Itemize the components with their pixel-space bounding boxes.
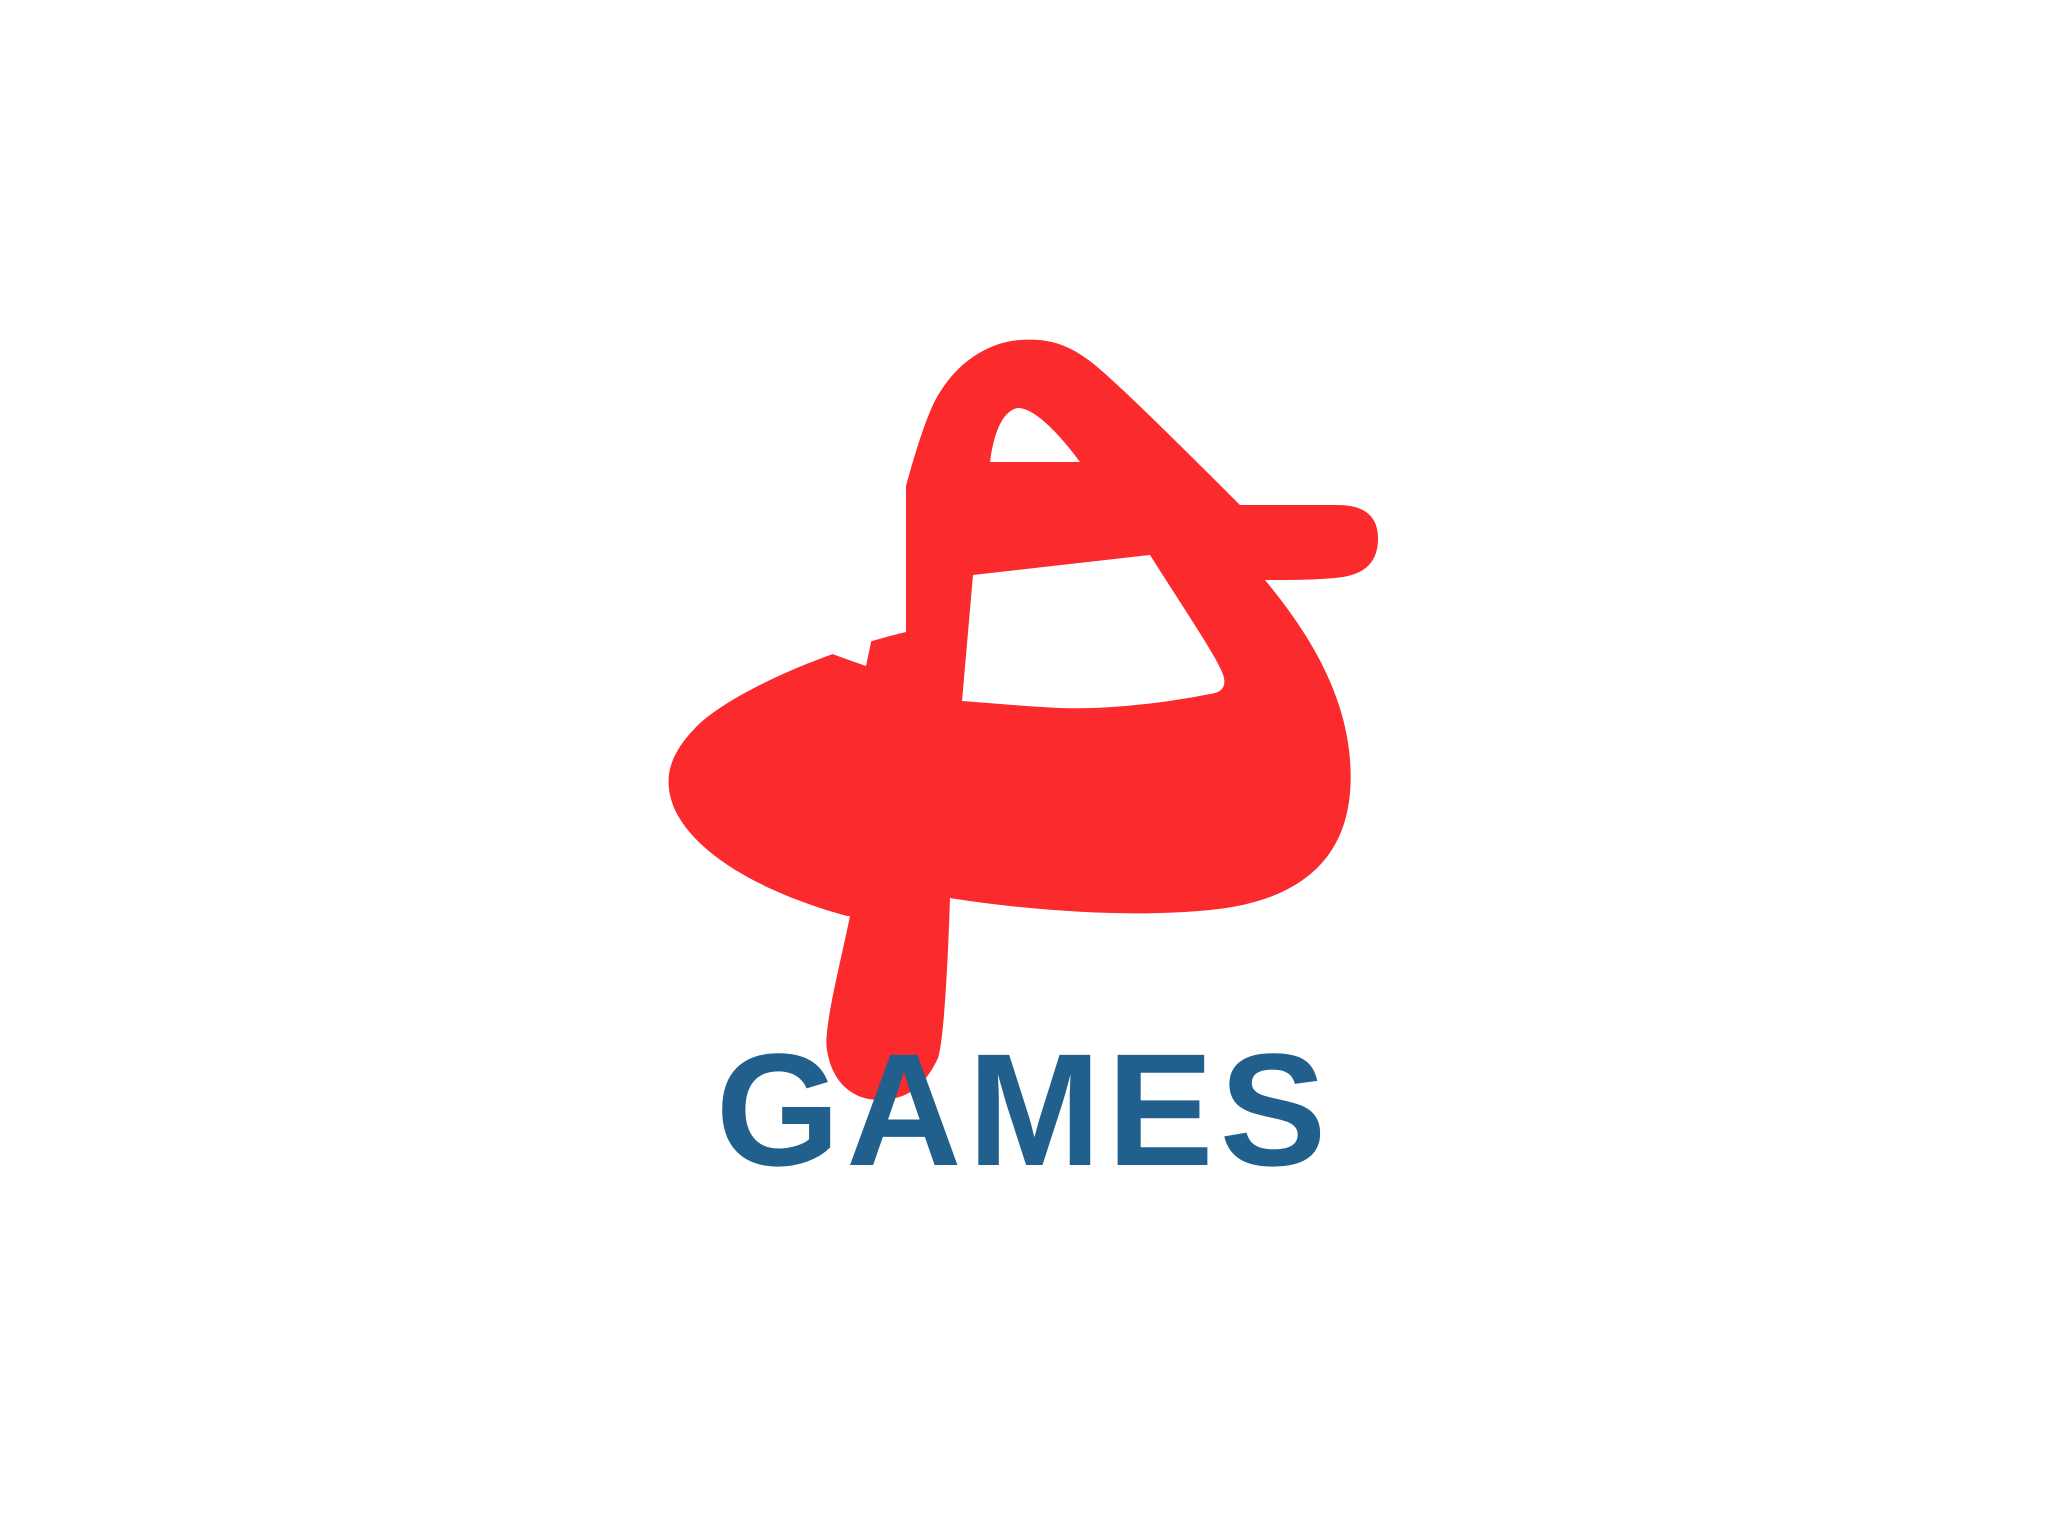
logo-counter-top bbox=[990, 408, 1080, 462]
logo-wordmark: GAMES bbox=[715, 1020, 1333, 1199]
logo-counter-center bbox=[962, 555, 1225, 709]
logo-mark-shape bbox=[668, 339, 1378, 1100]
logo-counter-left bbox=[790, 600, 880, 666]
